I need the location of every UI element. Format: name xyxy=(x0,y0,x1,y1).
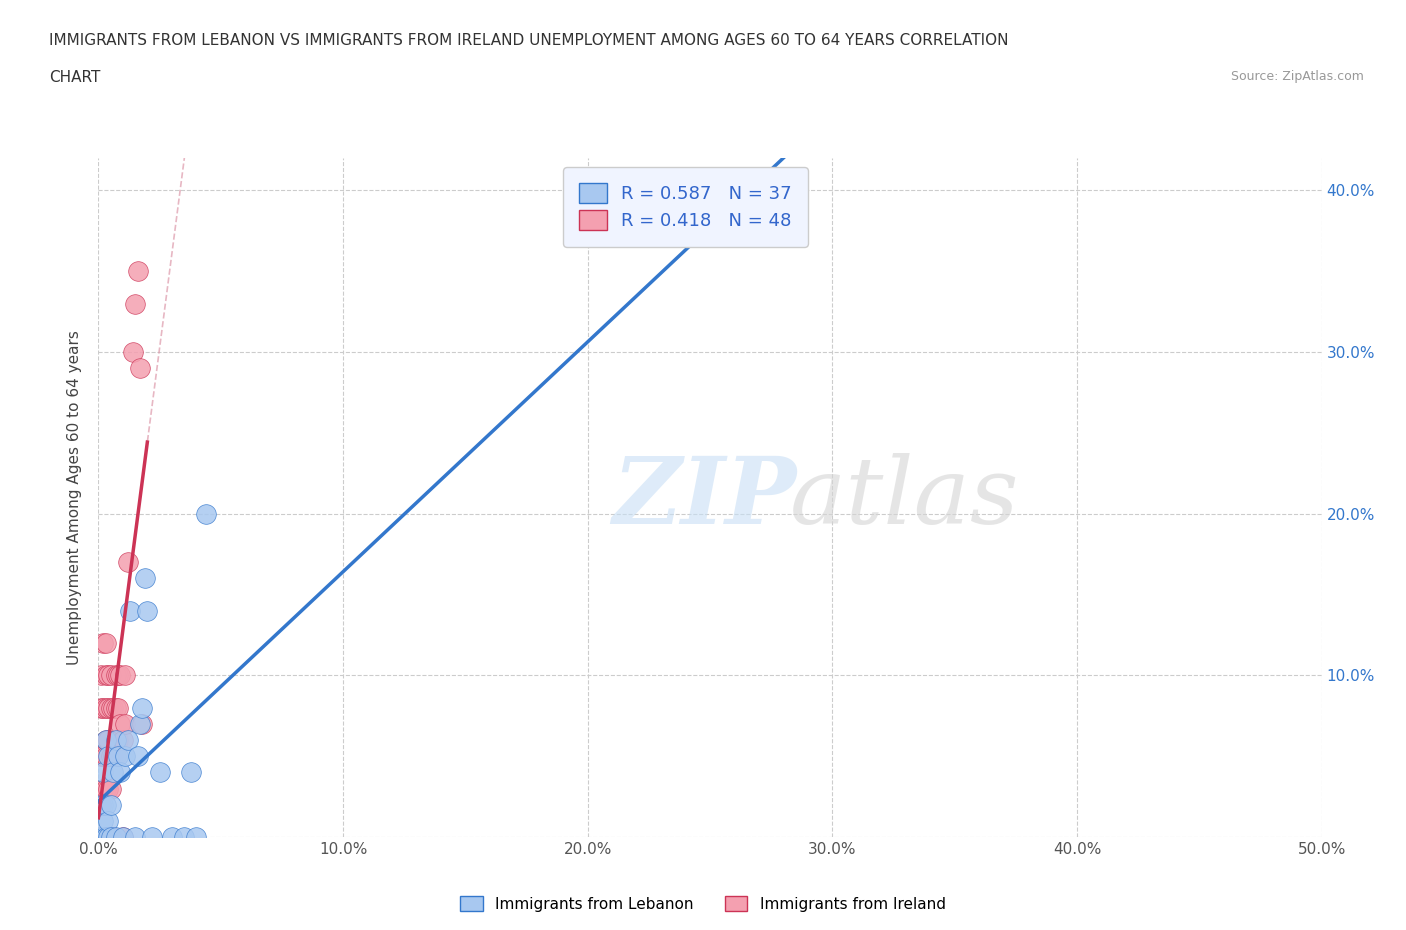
Point xyxy=(90,830,112,844)
Text: ZIP: ZIP xyxy=(612,453,796,542)
Text: atlas: atlas xyxy=(790,453,1019,542)
Point xyxy=(97,700,120,715)
Point xyxy=(100,668,122,683)
Point xyxy=(97,830,120,844)
Point xyxy=(90,797,112,812)
Point xyxy=(94,700,117,715)
Point xyxy=(97,733,120,748)
Point xyxy=(91,764,114,779)
Text: IMMIGRANTS FROM LEBANON VS IMMIGRANTS FROM IRELAND UNEMPLOYMENT AMONG AGES 60 TO: IMMIGRANTS FROM LEBANON VS IMMIGRANTS FR… xyxy=(49,33,1008,47)
Point xyxy=(180,764,202,779)
Point xyxy=(121,345,143,360)
Point xyxy=(90,830,112,844)
Point xyxy=(160,830,183,844)
Point xyxy=(94,830,117,844)
Point xyxy=(104,749,127,764)
Point xyxy=(90,749,112,764)
Point xyxy=(124,830,146,844)
Point xyxy=(100,797,122,812)
Legend: Immigrants from Lebanon, Immigrants from Ireland: Immigrants from Lebanon, Immigrants from… xyxy=(454,889,952,918)
Point xyxy=(117,555,139,570)
Point xyxy=(124,296,146,311)
Point xyxy=(101,749,124,764)
Point xyxy=(117,733,139,748)
Point xyxy=(91,781,114,796)
Point xyxy=(100,830,122,844)
Point xyxy=(104,733,127,748)
Point xyxy=(94,749,117,764)
Point xyxy=(91,700,114,715)
Point xyxy=(97,814,120,829)
Point xyxy=(94,797,117,812)
Point xyxy=(104,700,127,715)
Point xyxy=(90,830,112,844)
Point xyxy=(100,781,122,796)
Text: Source: ZipAtlas.com: Source: ZipAtlas.com xyxy=(1230,70,1364,83)
Point xyxy=(90,797,112,812)
Point xyxy=(111,733,134,748)
Point xyxy=(134,571,156,586)
Point xyxy=(94,781,117,796)
Text: CHART: CHART xyxy=(49,70,101,85)
Point xyxy=(186,830,208,844)
Point xyxy=(100,749,122,764)
Point xyxy=(94,733,117,748)
Point xyxy=(100,700,122,715)
Point xyxy=(104,668,127,683)
Point xyxy=(173,830,195,844)
Point xyxy=(91,830,114,844)
Point xyxy=(114,716,136,731)
Point xyxy=(94,830,117,844)
Point xyxy=(94,635,117,650)
Point xyxy=(94,668,117,683)
Point xyxy=(91,749,114,764)
Point xyxy=(131,700,153,715)
Point xyxy=(104,830,127,844)
Y-axis label: Unemployment Among Ages 60 to 64 years: Unemployment Among Ages 60 to 64 years xyxy=(67,330,83,665)
Point xyxy=(114,749,136,764)
Point xyxy=(195,506,218,521)
Point xyxy=(91,830,114,844)
Point xyxy=(97,749,120,764)
Point xyxy=(110,764,132,779)
Point xyxy=(131,716,153,731)
Point xyxy=(101,700,124,715)
Point xyxy=(101,764,124,779)
Point xyxy=(97,781,120,796)
Point xyxy=(111,830,134,844)
Point xyxy=(97,668,120,683)
Point xyxy=(91,797,114,812)
Point xyxy=(91,635,114,650)
Point xyxy=(110,668,132,683)
Point xyxy=(111,830,134,844)
Point xyxy=(107,700,129,715)
Point xyxy=(107,668,129,683)
Point xyxy=(90,700,112,715)
Point xyxy=(127,264,149,279)
Point xyxy=(91,814,114,829)
Point xyxy=(114,668,136,683)
Point xyxy=(136,604,159,618)
Point xyxy=(110,716,132,731)
Point xyxy=(107,749,129,764)
Point xyxy=(100,830,122,844)
Point xyxy=(107,733,129,748)
Point xyxy=(129,361,152,376)
Legend: R = 0.587   N = 37, R = 0.418   N = 48: R = 0.587 N = 37, R = 0.418 N = 48 xyxy=(564,167,808,246)
Point xyxy=(141,830,163,844)
Point xyxy=(120,604,142,618)
Point xyxy=(101,830,124,844)
Point xyxy=(94,733,117,748)
Point xyxy=(97,830,120,844)
Point xyxy=(129,716,152,731)
Point xyxy=(127,749,149,764)
Point xyxy=(149,764,172,779)
Point xyxy=(90,668,112,683)
